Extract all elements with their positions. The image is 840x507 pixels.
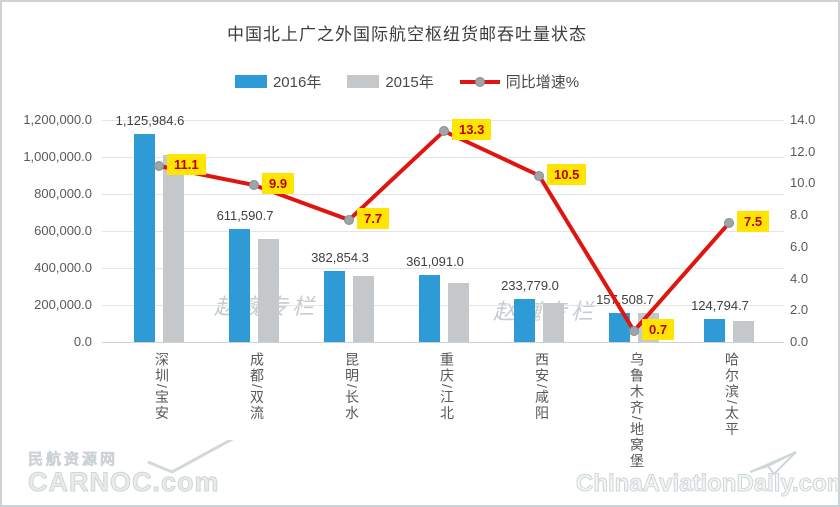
bar-2015-0 [163, 154, 184, 342]
legend: 2016年 2015年 同比增速% [2, 71, 812, 92]
legend-line-swatch-icon [459, 76, 500, 87]
growth-value-label: 7.5 [737, 211, 770, 233]
x-axis-category-label: 昆明/长水 [344, 352, 360, 422]
bar-2015-1 [258, 239, 279, 342]
right-axis-tick-label: 6.0 [790, 238, 809, 254]
left-axis-tick-label: 0.0 [73, 334, 92, 349]
gridline [102, 119, 784, 121]
left-axis-tick-label: 1,000,000.0 [23, 149, 92, 164]
growth-point-marker-icon [629, 325, 639, 336]
left-axis-tick-label: 1,200,000.0 [23, 112, 92, 127]
x-axis-category-label: 深圳/宝安 [154, 352, 170, 422]
left-axis-tick-label: 800,000.0 [34, 186, 92, 201]
legend-item-2015: 2015年 [347, 71, 434, 92]
growth-value-label: 9.9 [262, 173, 295, 194]
growth-point-marker-icon [154, 160, 164, 171]
growth-point-marker-icon [439, 126, 449, 137]
legend-label-2016: 2016年 [272, 74, 322, 91]
bar-2016-2 [324, 271, 345, 342]
bar-2015-4 [543, 302, 564, 342]
growth-value-label: 0.7 [642, 318, 675, 340]
watermark-chinaaviationdaily: ChinaAviationDaily.com [575, 470, 840, 498]
bar-value-label: 233,779.0 [501, 277, 559, 293]
growth-point-marker-icon [724, 218, 734, 229]
right-axis-tick-label: 0.0 [790, 334, 809, 349]
legend-item-2016: 2016年 [234, 71, 322, 92]
bar-2016-4 [514, 298, 535, 342]
right-axis-tick-label: 8.0 [790, 207, 809, 223]
x-axis-category-label: 乌鲁木齐/地窝堡 [629, 352, 645, 470]
legend-label-growth: 同比增速% [505, 74, 580, 91]
bar-value-label: 124,794.7 [691, 297, 749, 313]
x-axis-category-label: 重庆/江北 [439, 352, 455, 422]
legend-swatch-2016-icon [234, 75, 267, 88]
gridline [102, 341, 784, 343]
watermark-carnoc-chinese: 民航资源网 [28, 451, 119, 469]
left-axis-tick-label: 200,000.0 [34, 297, 92, 312]
growth-point-marker-icon [249, 180, 259, 190]
legend-line-dot-icon [474, 76, 485, 87]
right-axis-tick-label: 2.0 [790, 302, 809, 318]
watermark-carnoc-domain: CARNOC.com [28, 467, 220, 497]
chart-title: 中国北上广之外国际航空枢纽货邮吞吐量状态 [227, 25, 587, 44]
legend-item-growth: 同比增速% [459, 71, 580, 92]
paper-plane-icon [749, 451, 797, 476]
left-axis-tick-label: 600,000.0 [34, 223, 92, 238]
growth-value-label: 7.7 [357, 207, 390, 229]
growth-point-marker-icon [534, 170, 544, 181]
x-axis-category-label: 成都/双流 [249, 352, 265, 422]
bar-value-label: 611,590.7 [216, 207, 274, 223]
growth-value-label: 10.5 [547, 163, 587, 185]
bar-2016-3 [419, 275, 440, 342]
growth-point-marker-icon [344, 214, 354, 225]
bar-2015-6 [733, 320, 754, 342]
gridline [102, 230, 784, 232]
bar-2016-1 [229, 228, 250, 342]
x-axis-category-label: 哈尔滨/太平 [724, 352, 740, 438]
right-axis-tick-label: 10.0 [790, 175, 816, 191]
bar-value-label: 361,091.0 [406, 254, 464, 270]
growth-value-label: 13.3 [452, 119, 492, 141]
bar-value-label: 1,125,984.6 [115, 112, 185, 128]
left-axis-tick-label: 400,000.0 [34, 260, 92, 275]
bar-2016-6 [704, 318, 725, 342]
gridline [102, 193, 784, 195]
right-axis-tick-label: 12.0 [790, 143, 816, 159]
bar-2015-3 [448, 283, 469, 342]
bar-2016-5 [609, 312, 630, 342]
watermark-carnoc: 民航资源网 CARNOC.com [28, 440, 234, 497]
bar-2016-0 [134, 133, 155, 342]
legend-label-2015: 2015年 [385, 74, 434, 91]
growth-value-label: 11.1 [167, 153, 206, 175]
right-axis-tick-label: 4.0 [790, 270, 809, 286]
legend-swatch-2015-icon [347, 75, 380, 88]
right-axis-tick-label: 14.0 [790, 112, 816, 127]
bar-2015-2 [353, 276, 374, 342]
carnoc-checkmark-icon [147, 440, 234, 474]
x-axis-category-label: 西安/咸阳 [534, 352, 550, 422]
